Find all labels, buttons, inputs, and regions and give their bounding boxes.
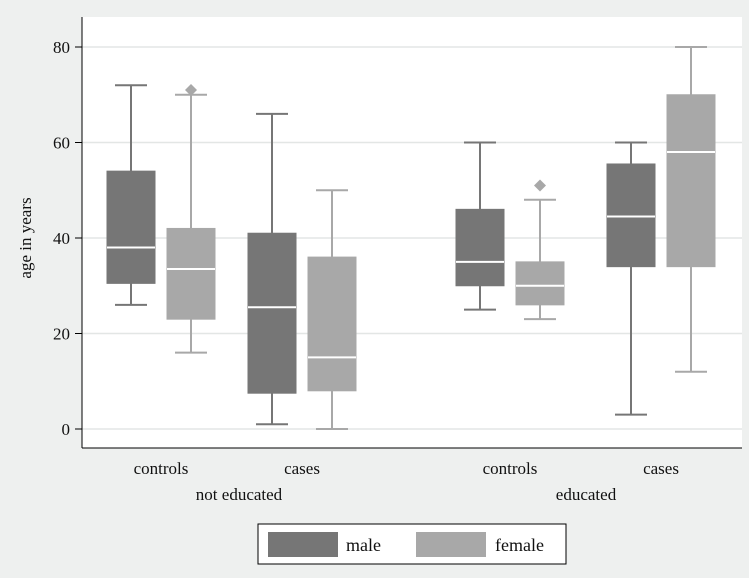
x-category-label: cases	[284, 459, 320, 478]
legend: male female	[257, 523, 567, 565]
outlier-marker	[185, 83, 197, 96]
y-tick-label: 80	[53, 38, 70, 57]
box-iqr	[166, 227, 216, 320]
box-iqr	[606, 163, 656, 268]
y-tick-label: 20	[53, 325, 70, 344]
x-category-label: controls	[134, 459, 189, 478]
box-iqr	[106, 170, 156, 284]
x-category-label: cases	[643, 459, 679, 478]
x-category-label: controls	[483, 459, 538, 478]
x-group-label: educated	[556, 485, 617, 504]
box-iqr	[247, 232, 297, 394]
x-group-label: not educated	[196, 485, 283, 504]
box-iqr	[515, 261, 565, 306]
box-iqr	[666, 94, 716, 268]
box-iqr	[455, 208, 505, 287]
legend-label: male	[346, 535, 381, 555]
outlier-marker	[534, 179, 546, 192]
legend-swatch	[268, 532, 338, 557]
y-axis-title: age in years	[16, 197, 35, 278]
y-tick-label: 0	[62, 420, 71, 439]
y-tick-label: 60	[53, 134, 70, 153]
box-iqr	[307, 256, 357, 392]
legend-swatch	[416, 532, 486, 557]
boxes	[106, 46, 716, 430]
y-tick-label: 40	[53, 229, 70, 248]
legend-label: female	[495, 535, 544, 555]
